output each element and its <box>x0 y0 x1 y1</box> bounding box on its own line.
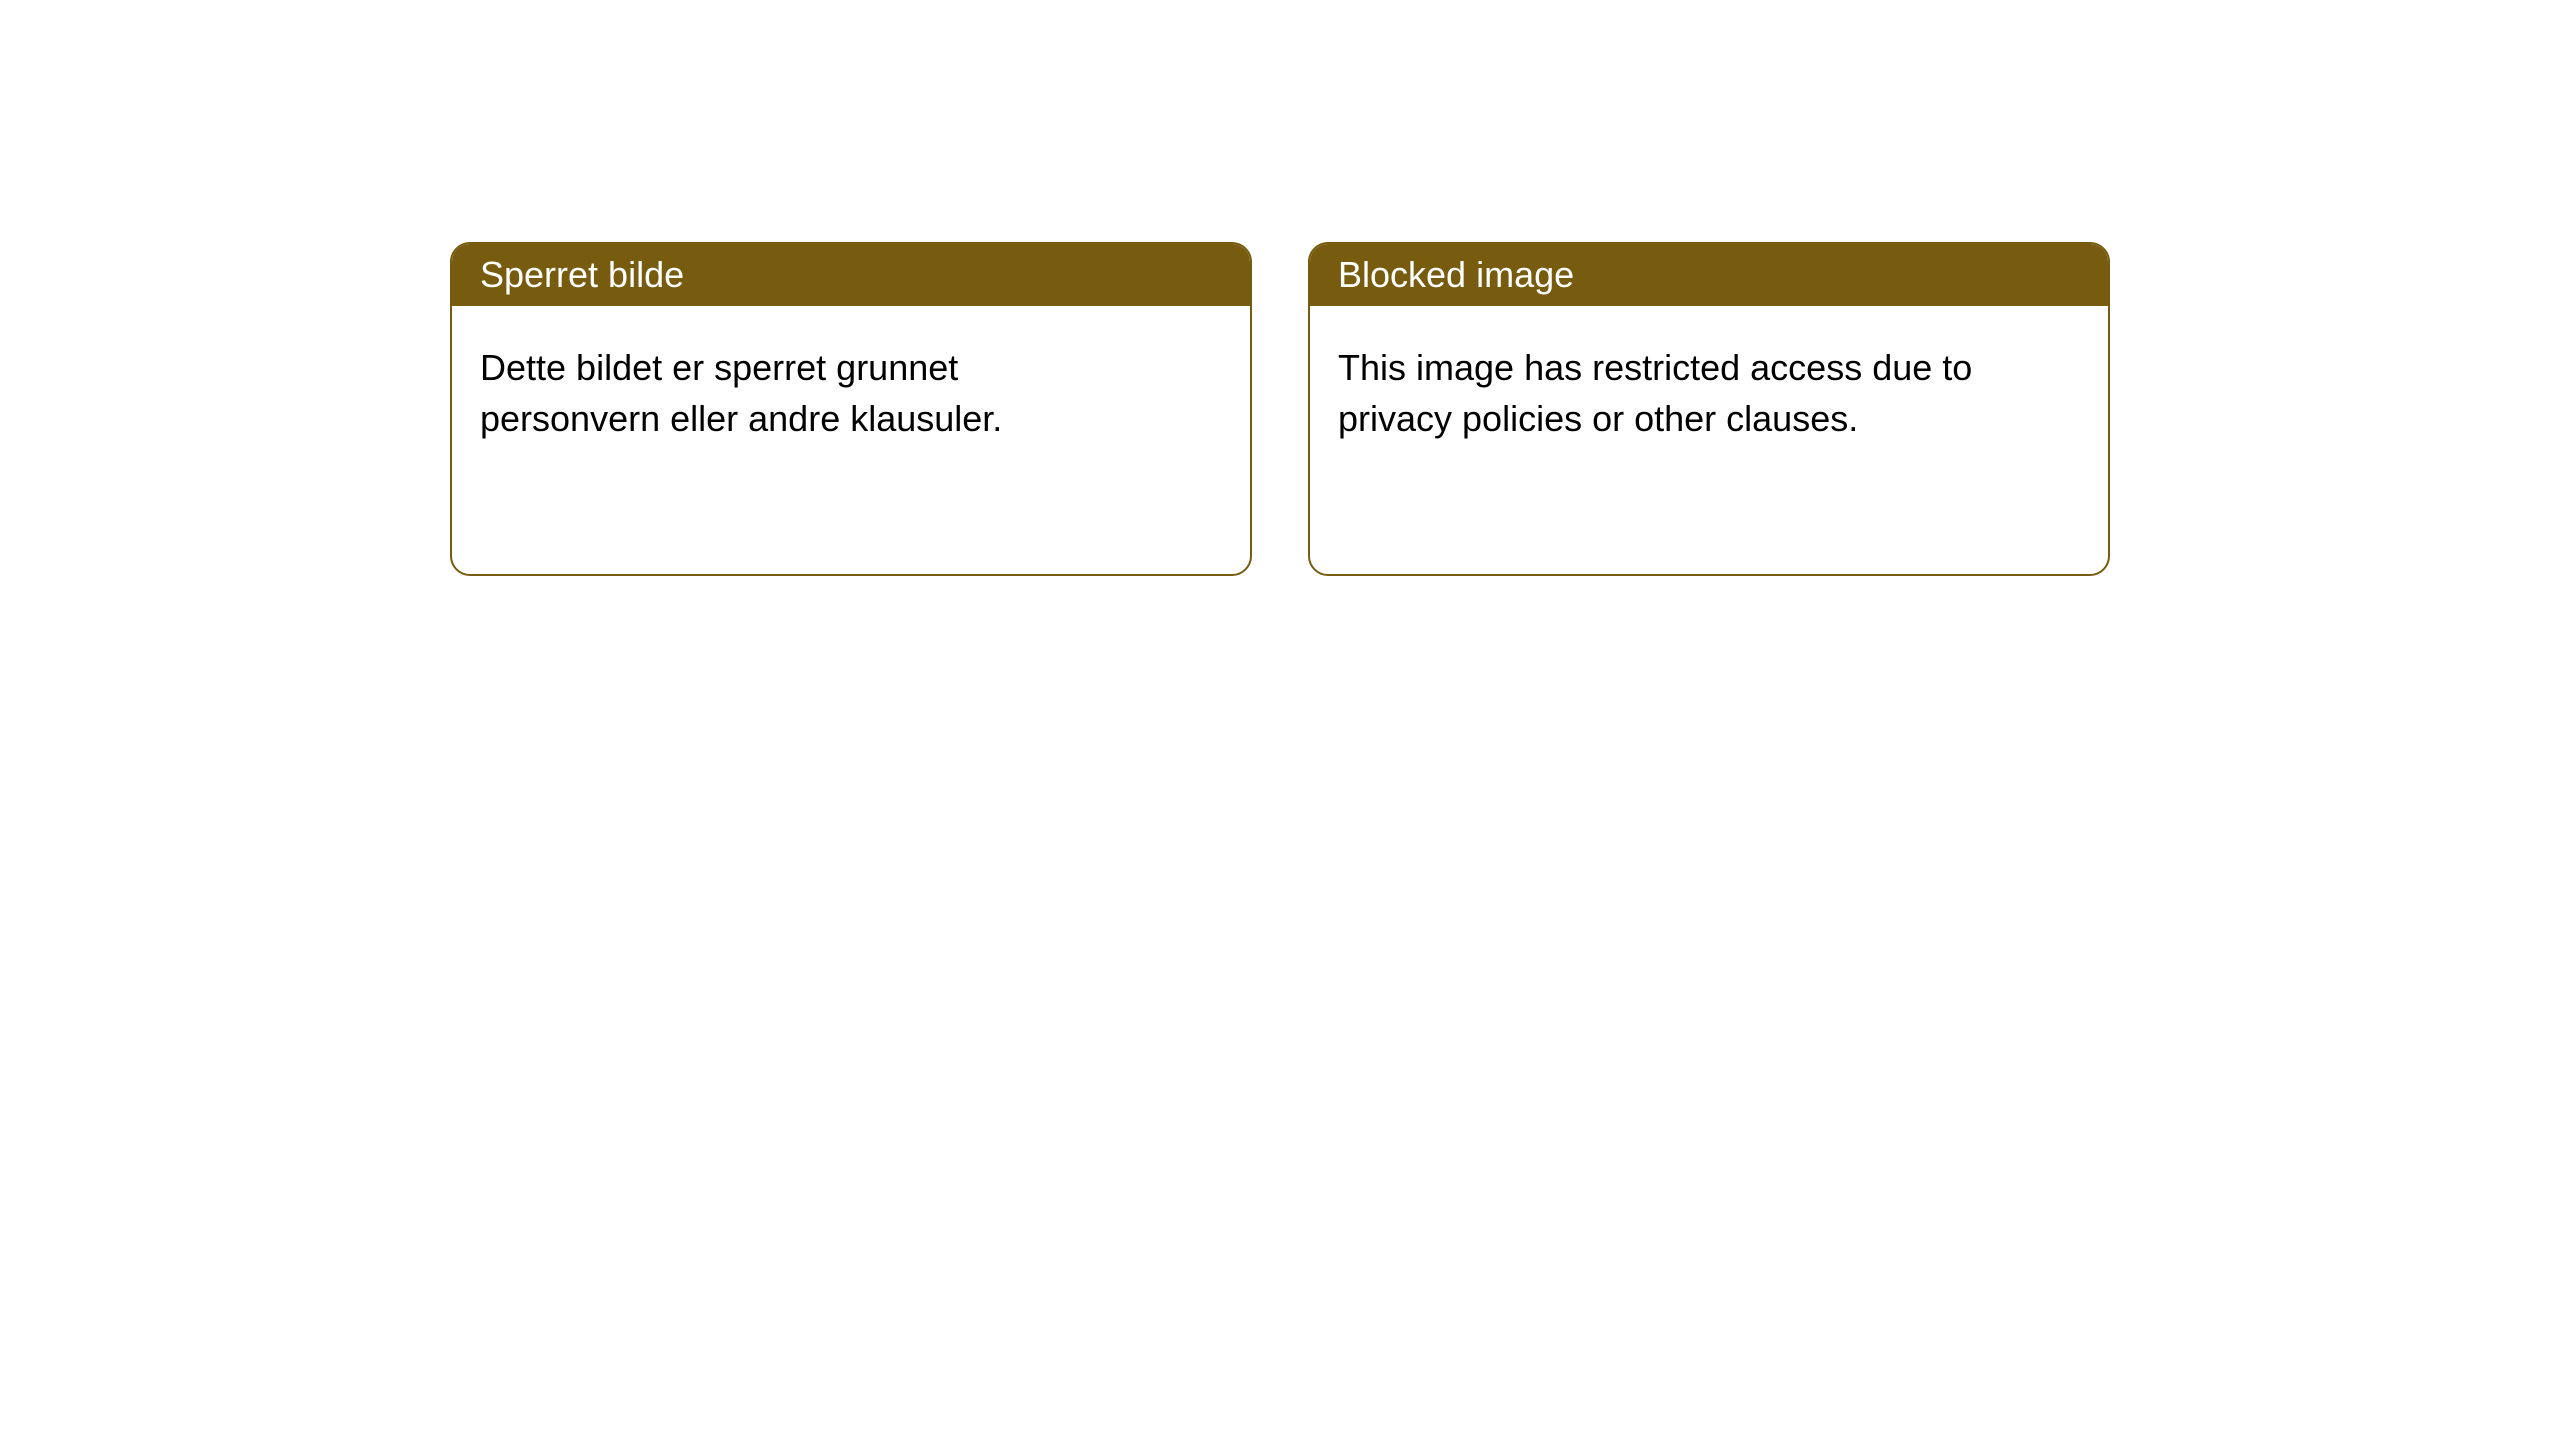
notice-card-no: Sperret bilde Dette bildet er sperret gr… <box>450 242 1252 576</box>
notice-container: Sperret bilde Dette bildet er sperret gr… <box>0 0 2560 576</box>
notice-card-en: Blocked image This image has restricted … <box>1308 242 2110 576</box>
notice-body-en: This image has restricted access due to … <box>1310 306 2010 480</box>
notice-header-no: Sperret bilde <box>452 244 1250 306</box>
notice-header-en: Blocked image <box>1310 244 2108 306</box>
notice-body-no: Dette bildet er sperret grunnet personve… <box>452 306 1152 480</box>
